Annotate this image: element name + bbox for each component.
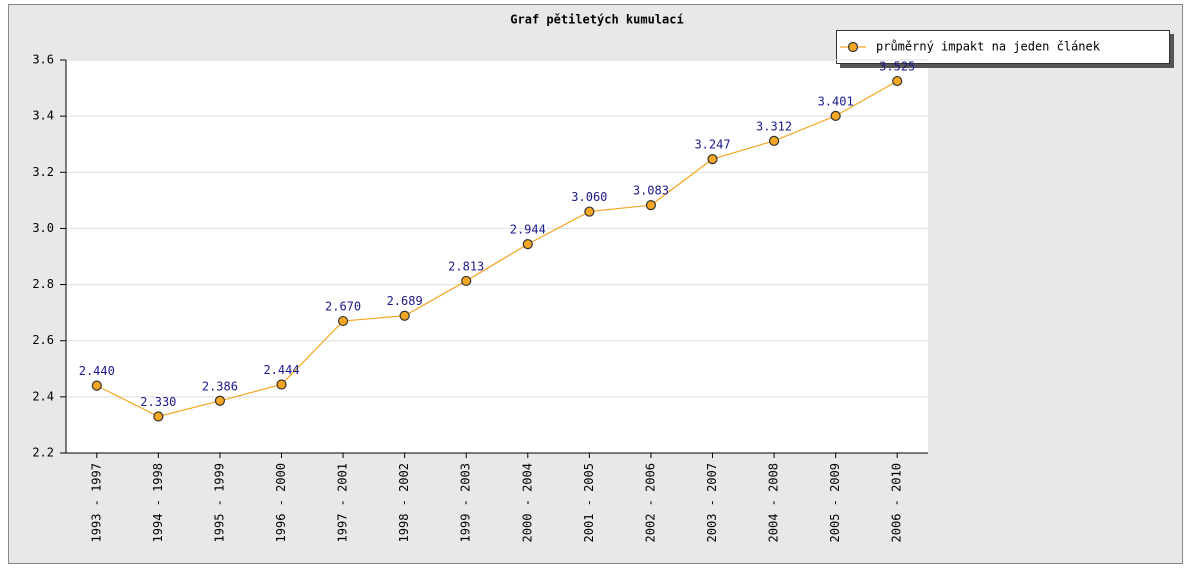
data-label: 2.444 bbox=[263, 363, 299, 377]
x-tick-label: 1994 - 1998 bbox=[151, 463, 165, 542]
data-label: 3.312 bbox=[756, 119, 792, 133]
x-tick-label: 2003 - 2007 bbox=[705, 463, 719, 542]
data-label: 3.083 bbox=[633, 184, 669, 198]
chart-title: Graf pětiletých kumulací bbox=[510, 13, 683, 27]
y-tick-label: 2.2 bbox=[32, 446, 54, 460]
data-point bbox=[892, 75, 903, 87]
y-tick-label: 3.0 bbox=[32, 221, 54, 235]
data-label: 2.689 bbox=[387, 294, 423, 308]
x-tick-label: 2004 - 2008 bbox=[767, 463, 781, 542]
data-label: 3.247 bbox=[694, 138, 730, 152]
plot-area bbox=[66, 60, 928, 453]
legend-marker bbox=[847, 41, 859, 53]
data-label: 2.330 bbox=[140, 395, 176, 409]
legend-label: průměrný impakt na jeden článek bbox=[876, 40, 1101, 54]
data-label: 2.440 bbox=[79, 364, 115, 378]
x-tick-label: 1999 - 2003 bbox=[459, 463, 473, 542]
x-tick-label: 2005 - 2009 bbox=[828, 463, 842, 542]
x-tick-label: 2000 - 2004 bbox=[520, 463, 534, 542]
x-tick-label: 2002 - 2006 bbox=[643, 463, 657, 542]
data-point bbox=[399, 310, 410, 321]
data-label: 2.670 bbox=[325, 300, 361, 314]
data-point bbox=[830, 110, 841, 121]
data-label: 2.813 bbox=[448, 259, 484, 273]
data-point bbox=[214, 395, 226, 406]
x-tick-label: 1996 - 2000 bbox=[274, 463, 288, 542]
data-point bbox=[768, 135, 780, 146]
y-tick-label: 2.4 bbox=[32, 389, 54, 403]
data-label: 3.401 bbox=[818, 94, 854, 108]
x-tick-label: 2001 - 2005 bbox=[582, 463, 596, 542]
y-tick-label: 2.8 bbox=[32, 277, 54, 291]
y-tick-label: 2.6 bbox=[32, 333, 54, 347]
data-label: 2.386 bbox=[202, 379, 238, 393]
data-point bbox=[461, 275, 472, 287]
legend-box bbox=[836, 30, 1170, 64]
y-tick-label: 3.4 bbox=[32, 109, 54, 123]
data-label: 2.944 bbox=[510, 223, 546, 237]
data-point bbox=[153, 411, 164, 422]
data-point bbox=[645, 200, 657, 211]
data-point bbox=[522, 239, 533, 250]
data-label: 3.525 bbox=[879, 60, 915, 74]
data-point bbox=[276, 379, 287, 390]
data-point bbox=[707, 153, 718, 165]
x-tick-label: 2006 - 2010 bbox=[890, 463, 904, 542]
data-point bbox=[91, 380, 102, 391]
x-tick-label: 1993 - 1997 bbox=[89, 463, 103, 542]
x-tick-label: 1998 - 2002 bbox=[397, 463, 411, 542]
x-tick-label: 1997 - 2001 bbox=[336, 463, 350, 542]
data-label: 3.060 bbox=[571, 190, 607, 204]
series-line bbox=[96, 80, 898, 418]
data-point bbox=[584, 206, 595, 217]
x-tick-label: 1995 - 1999 bbox=[212, 463, 226, 542]
y-tick-label: 3.6 bbox=[32, 53, 54, 67]
y-tick-label: 3.2 bbox=[32, 165, 54, 179]
data-point bbox=[337, 315, 349, 327]
